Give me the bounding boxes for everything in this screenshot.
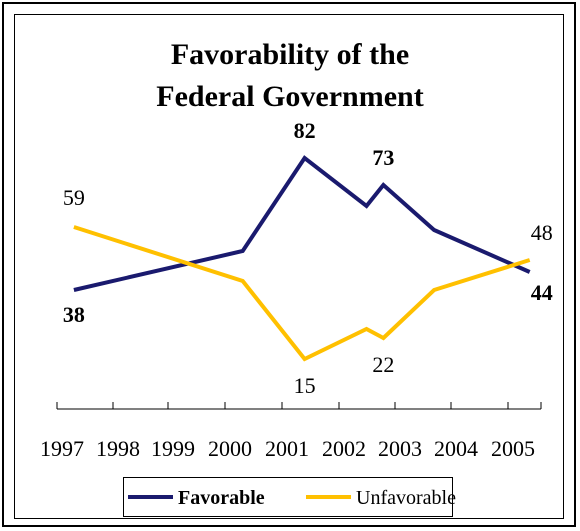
chart-legend	[123, 477, 453, 517]
x-tick-label-1998: 1998	[96, 436, 140, 461]
legend-label-unfavorable: Unfavorable	[356, 487, 456, 509]
x-tick-label-2000: 2000	[208, 436, 252, 461]
data-label-favorable-82: 82	[294, 118, 316, 143]
chart-title-line-2: Federal Government	[156, 80, 424, 113]
series-line-unfavorable	[73, 225, 531, 362]
data-label-unfavorable-48: 48	[531, 220, 553, 245]
chart-inner-border	[14, 14, 564, 519]
x-tick-label-1999: 1999	[151, 436, 195, 461]
legend-label-favorable: Favorable	[178, 487, 265, 509]
series-line-favorable	[73, 155, 531, 292]
data-label-favorable-73: 73	[372, 145, 394, 170]
data-label-unfavorable-22: 22	[372, 352, 394, 377]
x-tick-label-2005: 2005	[491, 436, 535, 461]
x-tick-label-2002: 2002	[322, 436, 366, 461]
chart-frame	[2, 2, 576, 527]
x-tick-label-1997: 1997	[40, 436, 84, 461]
x-tick-label-2004: 2004	[434, 436, 478, 461]
x-tick-label-2001: 2001	[265, 436, 309, 461]
chart-title-line-1: Favorability of the	[170, 38, 410, 71]
data-label-unfavorable-59: 59	[63, 185, 85, 210]
data-label-favorable-44: 44	[531, 280, 553, 305]
data-label-unfavorable-15: 15	[294, 373, 316, 398]
x-tick-label-2003: 2003	[378, 436, 422, 461]
data-label-favorable-38: 38	[63, 302, 85, 327]
